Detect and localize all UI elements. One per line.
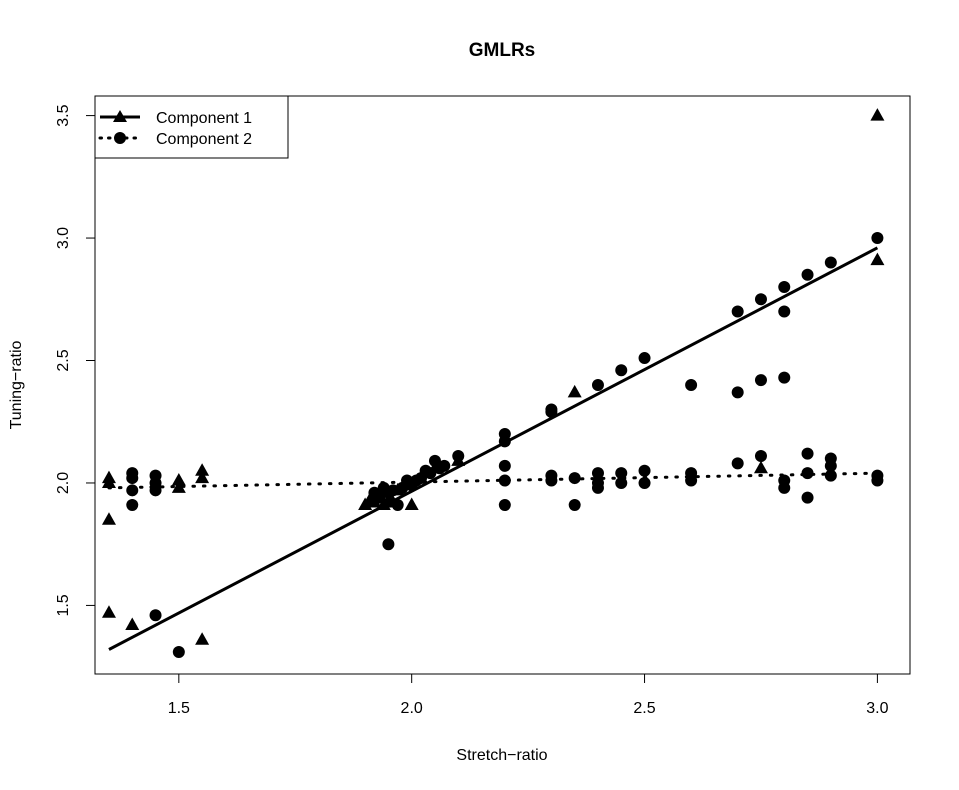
legend-label-component-1: Component 1 xyxy=(156,110,252,127)
data-points xyxy=(101,108,885,658)
legend-marker-component-1 xyxy=(113,110,127,122)
legend-marker-component-2 xyxy=(114,132,126,144)
point-component-1-8 xyxy=(195,470,210,484)
point-component-2-30 xyxy=(498,474,511,487)
point-component-1-7 xyxy=(195,463,210,476)
point-component-2-3 xyxy=(126,499,139,512)
point-component-1-6 xyxy=(171,480,186,493)
legend: Component 1 Component 2 xyxy=(94,95,289,159)
fit-lines xyxy=(107,246,879,651)
x-tick-label: 2.0 xyxy=(401,700,423,717)
point-component-2-54 xyxy=(754,293,767,306)
fit-line-2 xyxy=(107,471,879,490)
point-component-2-47 xyxy=(638,476,651,489)
x-tick-label: 3.0 xyxy=(866,700,888,717)
point-component-2-14 xyxy=(387,484,400,497)
point-component-2-8 xyxy=(172,645,185,658)
point-component-2-64 xyxy=(801,467,814,480)
x-axis-label: Stretch−ratio xyxy=(456,747,547,764)
x-tick-label: 2.5 xyxy=(633,700,655,717)
point-component-2-7 xyxy=(149,609,162,622)
point-component-2-66 xyxy=(824,256,837,269)
point-component-2-35 xyxy=(545,474,558,487)
point-component-1-22 xyxy=(567,384,582,398)
point-component-2-39 xyxy=(591,467,604,480)
y-tick-label: 3.0 xyxy=(55,227,72,249)
point-component-1-5 xyxy=(171,473,186,486)
point-component-2-43 xyxy=(615,467,628,480)
point-component-2-51 xyxy=(731,305,744,318)
point-component-1-24 xyxy=(870,252,885,266)
x-axis: 1.5 2.0 2.5 3.0 xyxy=(168,673,889,717)
point-component-2-48 xyxy=(685,379,698,391)
point-component-1-25 xyxy=(870,108,885,121)
point-component-2-31 xyxy=(498,499,511,512)
point-component-2-63 xyxy=(801,447,814,460)
x-tick-label: 1.5 xyxy=(168,700,190,717)
point-component-2-57 xyxy=(778,281,791,294)
point-component-2-53 xyxy=(731,457,744,470)
y-tick-label: 1.5 xyxy=(55,594,72,616)
point-component-2-68 xyxy=(824,459,837,472)
point-component-2-41 xyxy=(591,481,604,494)
point-component-2-72 xyxy=(871,474,884,487)
point-component-1-18 xyxy=(404,497,419,511)
point-component-1-2 xyxy=(101,512,116,525)
point-component-1-3 xyxy=(101,605,116,618)
point-component-2-55 xyxy=(754,374,767,387)
point-component-2-26 xyxy=(452,450,465,463)
point-component-2-36 xyxy=(568,472,581,485)
point-component-2-59 xyxy=(778,371,791,384)
chart-title: GMLRs xyxy=(469,40,536,61)
point-component-2-61 xyxy=(778,481,791,494)
point-component-2-2 xyxy=(126,484,139,497)
point-component-2-52 xyxy=(731,386,744,399)
y-tick-label: 2.5 xyxy=(55,349,72,371)
legend-label-component-2: Component 2 xyxy=(156,131,252,148)
plot-area xyxy=(94,95,911,675)
y-tick-label: 3.5 xyxy=(55,104,72,126)
point-component-2-25 xyxy=(438,459,451,472)
point-component-2-44 xyxy=(615,476,628,489)
point-component-2-13 xyxy=(382,538,395,551)
point-component-2-1 xyxy=(126,472,139,485)
point-component-1-23 xyxy=(753,460,768,474)
point-component-1-4 xyxy=(125,617,140,631)
point-component-2-38 xyxy=(591,379,604,391)
legend-box xyxy=(94,95,289,159)
point-component-2-33 xyxy=(545,405,558,418)
point-component-2-10 xyxy=(373,491,386,504)
point-component-2-29 xyxy=(498,459,511,472)
point-component-2-70 xyxy=(871,232,884,245)
point-component-2-45 xyxy=(638,352,651,365)
point-component-1-9 xyxy=(195,632,210,645)
y-axis-label: Tuning−ratio xyxy=(8,341,25,430)
y-axis: 1.5 2.0 2.5 3.0 3.5 xyxy=(55,104,95,617)
y-tick-label: 2.0 xyxy=(55,472,72,494)
fit-line-1 xyxy=(108,246,879,651)
point-component-1-1 xyxy=(101,475,116,488)
point-component-2-22 xyxy=(424,467,437,480)
point-component-2-50 xyxy=(685,474,698,487)
point-component-2-28 xyxy=(498,435,511,448)
point-component-2-56 xyxy=(754,450,767,463)
point-component-2-69 xyxy=(824,469,837,482)
point-component-2-58 xyxy=(778,305,791,318)
point-component-2-37 xyxy=(568,499,581,512)
point-component-2-62 xyxy=(801,268,814,281)
point-component-2-42 xyxy=(615,364,628,377)
point-component-2-15 xyxy=(391,499,404,512)
point-component-2-65 xyxy=(801,491,814,504)
point-component-2-46 xyxy=(638,464,651,477)
point-component-2-6 xyxy=(149,484,162,497)
